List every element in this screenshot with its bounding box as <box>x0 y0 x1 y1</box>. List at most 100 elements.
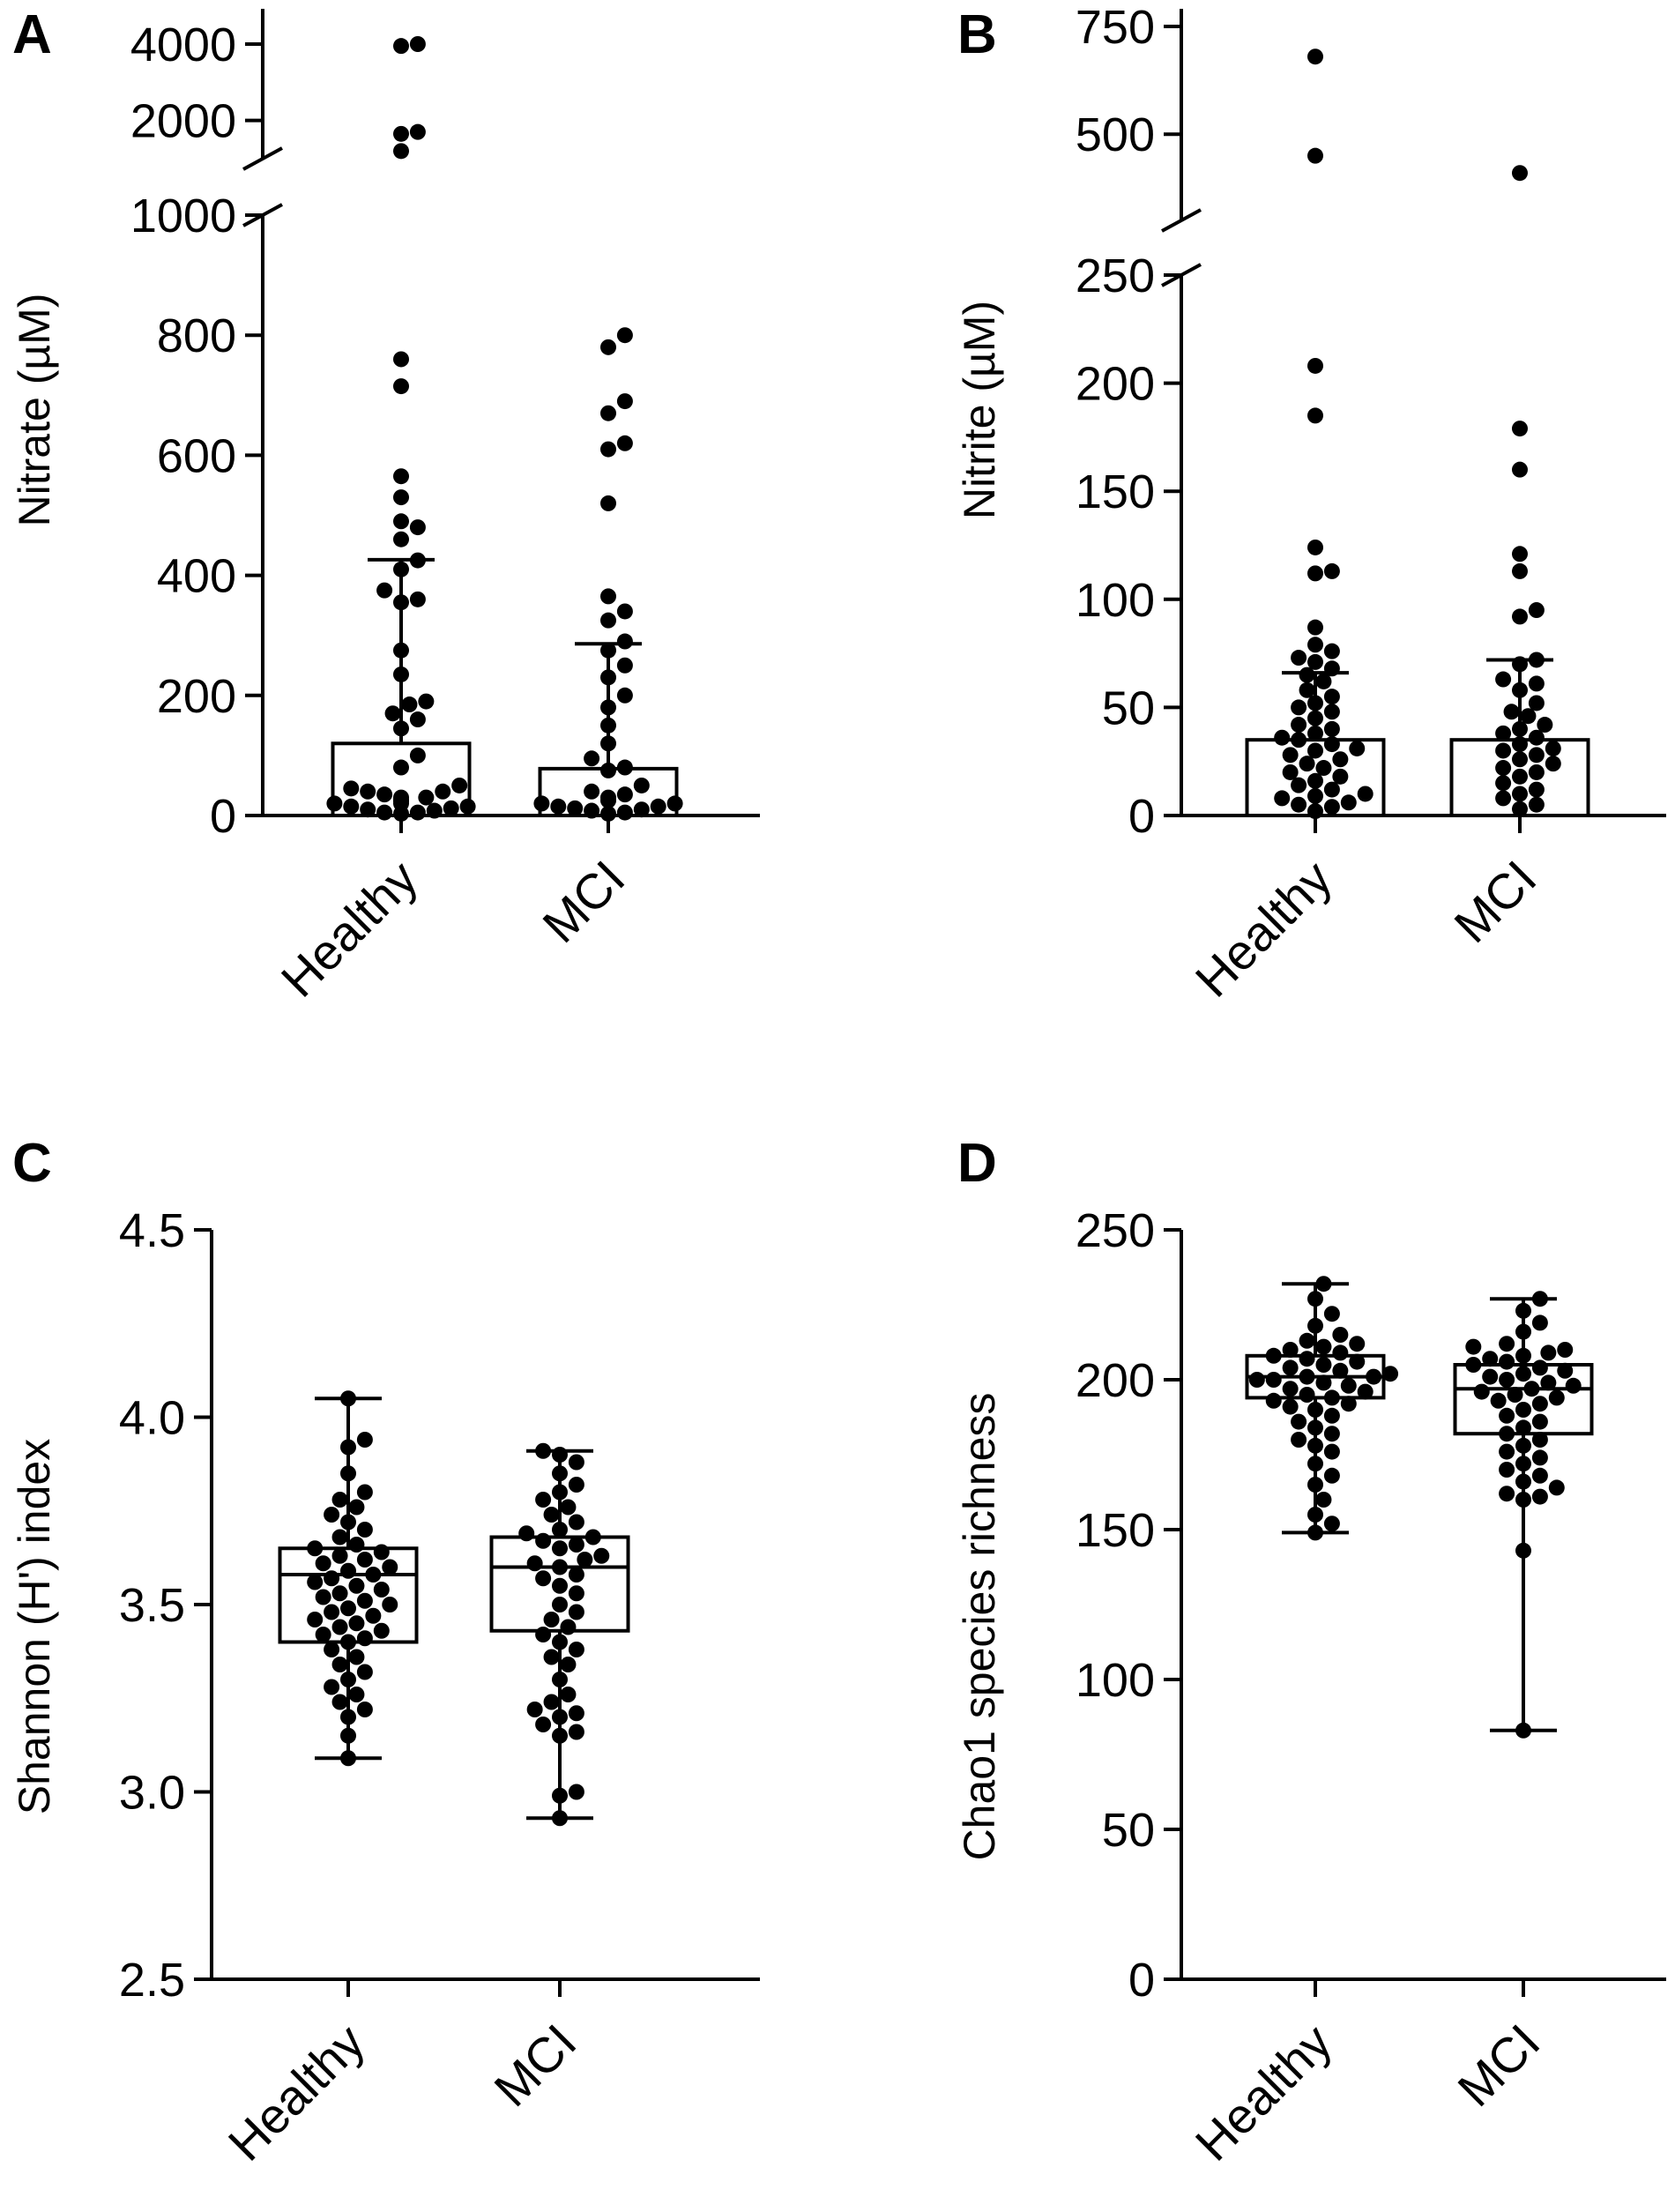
panel-b-y-tick-label: 50 <box>1102 681 1155 734</box>
panel-b-x-tick-label: Healthy <box>1185 850 1343 1008</box>
panel-c-data-point <box>340 1514 356 1531</box>
panel-b-data-point <box>1282 747 1299 763</box>
panel-a-data-point <box>393 468 409 485</box>
panel-c-y-tick-label: 3.0 <box>119 1767 185 1820</box>
panel-d-data-point <box>1248 1372 1265 1388</box>
panel-c-data-point <box>560 1499 577 1516</box>
panel-b-y-tick-label: 100 <box>1076 574 1155 627</box>
panel-a-data-point <box>616 435 633 451</box>
panel-d-data-point <box>1323 1389 1340 1406</box>
panel-d-data-point <box>1499 1426 1515 1442</box>
panel-d-data-point <box>1531 1396 1548 1412</box>
panel-a-y-tick-label: 200 <box>157 670 236 723</box>
panel-d-data-point <box>1473 1383 1490 1400</box>
panel-b-data-point <box>1512 421 1528 437</box>
panel-b-data-point <box>1332 751 1349 768</box>
panel-c-data-point <box>382 1597 398 1612</box>
panel-d-data-point <box>1307 1456 1323 1472</box>
panel-b-y-tick-label: 750 <box>1076 1 1155 54</box>
panel-b-data-point <box>1282 763 1299 780</box>
panel-b-data-point <box>1274 790 1291 807</box>
panel-c-data-point <box>560 1657 577 1672</box>
panel-b-data-point <box>1307 565 1323 582</box>
panel-a-data-point <box>616 603 633 620</box>
panel-d-data-point <box>1307 1477 1323 1493</box>
panel-d-data-point <box>1515 1473 1531 1490</box>
panel-d-data-point <box>1299 1387 1315 1403</box>
panel-c-data-point <box>356 1630 373 1647</box>
panel-b-label: B <box>957 4 997 65</box>
panel-c-data-point <box>552 1559 568 1575</box>
panel-c-data-point <box>348 1687 365 1702</box>
panel-b-data-point <box>1323 720 1340 737</box>
panel-b-data-point <box>1323 689 1340 705</box>
panel-c-data-point <box>340 1634 356 1650</box>
panel-b-data-point <box>1299 756 1315 772</box>
panel-b-plot: 0 50 100 150 200 250 500 750 Healthy MCI <box>1076 1 1666 1008</box>
panel-c-data-point <box>365 1567 382 1583</box>
panel-d-data-point <box>1315 1276 1332 1292</box>
panel-a-data-point <box>600 339 616 355</box>
panel-d-plot: 0 50 100 150 200 250 Healthy MCI <box>1076 1204 1666 2171</box>
panel-d-data-point <box>1531 1449 1548 1466</box>
panel-b-data-point <box>1307 407 1323 424</box>
panel-d-data-point <box>1531 1432 1548 1448</box>
panel-d-data-point <box>1382 1366 1399 1382</box>
panel-d-data-point <box>1515 1347 1531 1364</box>
panel-a-data-point <box>550 798 567 815</box>
panel-d-data-point <box>1299 1368 1315 1385</box>
panel-b-data-point <box>1512 546 1528 562</box>
panel-a-data-point <box>384 705 401 722</box>
panel-b-data-point <box>1307 357 1323 374</box>
panel-b-data-point <box>1495 671 1512 688</box>
panel-a-data-point <box>409 123 426 140</box>
panel-d-data-point <box>1557 1342 1574 1358</box>
panel-a-data-point <box>393 125 409 142</box>
panel-d-data-point <box>1307 1419 1323 1436</box>
panel-c-data-point <box>331 1694 348 1710</box>
panel-d-data-point <box>1323 1467 1340 1484</box>
panel-d-data-point <box>1349 1336 1366 1352</box>
panel-c-data-point <box>552 1465 568 1482</box>
panel-d-data-point <box>1340 1377 1357 1394</box>
panel-a-data-point <box>409 747 426 763</box>
panel-c-data-point <box>331 1657 348 1672</box>
panel-b-data-point <box>1315 760 1332 777</box>
panel-b-y-tick-label: 500 <box>1076 108 1155 161</box>
panel-b-axis-break-mark <box>1161 208 1202 233</box>
panel-c-data-point <box>552 1787 568 1804</box>
panel-c-data-point <box>348 1537 365 1553</box>
panel-d-data-point <box>1465 1338 1482 1355</box>
panel-a-data-point <box>650 798 666 815</box>
panel-c-label: C <box>12 1133 52 1194</box>
panel-d-data-point <box>1315 1374 1332 1391</box>
panel-c-data-point <box>356 1484 373 1501</box>
panel-d-data-point <box>1265 1392 1282 1409</box>
panel-d-label: D <box>957 1133 997 1194</box>
panel-d-x-tick-label: Healthy <box>1185 2014 1343 2171</box>
panel-b-y-tick-label: 150 <box>1076 465 1155 518</box>
panel-d-data-point <box>1265 1347 1282 1364</box>
panel-d-data-point <box>1315 1357 1332 1373</box>
panel-c-data-point <box>577 1552 593 1568</box>
panel-a-x-tick-label: Healthy <box>271 850 428 1008</box>
panel-d: D Chao1 species richness 0 50 100 150 200 250… <box>955 1133 1666 2171</box>
panel-c-data-point <box>535 1442 552 1459</box>
panel-b-data-point <box>1503 704 1520 720</box>
panel-d-data-point <box>1523 1381 1540 1397</box>
panel-a-data-point <box>459 798 476 815</box>
panel-d-data-point <box>1299 1332 1315 1349</box>
panel-d-data-point <box>1315 1338 1332 1355</box>
panel-d-data-point <box>1307 1507 1323 1523</box>
panel-a-label: A <box>12 4 52 65</box>
panel-d-data-point <box>1531 1315 1548 1331</box>
panel-a-data-point <box>360 801 376 818</box>
panel-d-data-point <box>1323 1306 1340 1322</box>
panel-a-data-point <box>393 351 409 368</box>
panel-b-data-point <box>1291 699 1307 716</box>
panel-a-data-point <box>426 802 443 819</box>
panel-b-data-point <box>1315 673 1332 689</box>
panel-a-data-point <box>616 687 633 704</box>
panel-c-data-point <box>340 1439 356 1456</box>
panel-b-data-point <box>1528 695 1545 711</box>
